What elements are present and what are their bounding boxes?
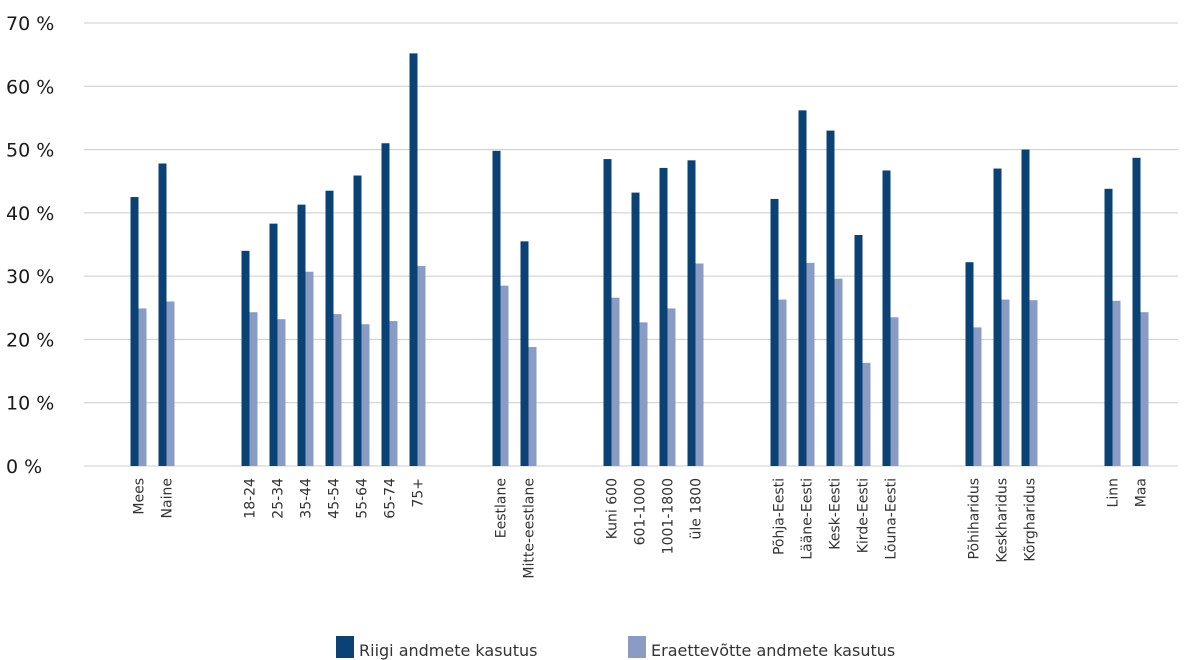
x-tick-label: Kõrgharidus [1023,478,1039,562]
bar-eraettevotte [778,299,787,466]
legend-swatch-series-1 [336,636,354,658]
bar-riigi [631,192,640,466]
legend-swatch-series-2 [628,636,646,658]
x-axis-ticks: Mees Naine 18-24 25-34 35-44 45-54 55-64 65-74 7… [132,478,1150,579]
bar-riigi [1104,188,1113,466]
x-tick-label: 1001-1800 [661,478,677,554]
bar-eraettevotte [333,314,342,466]
bar-riigi [130,197,139,467]
y-tick-label: 70 % [6,13,54,35]
bar-riigi [409,53,418,467]
bar-eraettevotte [528,347,537,466]
x-tick-label: Mees [132,478,148,515]
bar-riigi [353,175,362,467]
bar-riigi [297,204,306,466]
x-tick-label: Keskharidus [995,478,1011,563]
bar-eraettevotte [611,297,620,466]
bar-eraettevotte [890,317,899,466]
bar-riigi [826,130,835,467]
bar-riigi [965,262,974,466]
bar-eraettevotte [973,327,982,466]
bar-eraettevotte [1112,300,1121,466]
x-tick-label: Kirde-Eesti [856,478,872,553]
bar-riigi [659,167,668,466]
bar-riigi [854,235,863,466]
y-tick-label: 50 % [6,140,54,162]
x-tick-label: üle 1800 [689,478,705,539]
bar-eraettevotte [862,362,871,466]
y-tick-label: 40 % [6,203,54,225]
x-tick-label: Eestlane [494,478,510,538]
bar-eraettevotte [695,263,704,466]
bar-eraettevotte [1029,300,1038,466]
bar-riigi [770,198,779,467]
bar-riigi [882,170,891,466]
legend-label-series-1: Riigi andmete kasutus [359,641,537,660]
bar-eraettevotte [1001,299,1010,466]
x-tick-label: Lõuna-Eesti [884,478,900,560]
gridlines [84,22,1178,467]
bar-riigi [798,110,807,466]
legend: Riigi andmete kasutus Eraettevõtte andme… [336,636,895,660]
x-tick-label: Kuni 600 [605,478,621,539]
bar-riigi [241,250,250,466]
bar-eraettevotte [389,321,398,466]
y-axis-ticks: 0 % 10 % 20 % 30 % 40 % 50 % 60 % 70 % [6,13,54,478]
bar-riigi [492,150,501,466]
x-tick-label: Põhja-Eesti [772,478,788,555]
x-tick-label: Lääne-Eesti [800,478,816,560]
bar-eraettevotte [667,308,676,466]
y-tick-label: 30 % [6,266,54,288]
y-tick-label: 60 % [6,76,54,98]
bar-riigi [325,190,334,466]
bar-eraettevotte [1140,312,1149,466]
bar-riigi [520,241,529,466]
x-tick-label: Linn [1106,478,1122,507]
y-tick-label: 0 % [6,456,42,478]
x-tick-label: 18-24 [243,478,259,519]
x-tick-label: 35-44 [299,478,315,519]
bar-eraettevotte [806,262,815,466]
y-tick-label: 10 % [6,393,54,415]
bar-riigi [269,223,278,466]
bar-riigi [1132,157,1141,466]
bar-riigi [993,168,1002,467]
x-tick-label: Kesk-Eesti [828,478,844,550]
y-tick-label: 20 % [6,329,54,351]
legend-label-series-2: Eraettevõtte andmete kasutus [651,641,895,660]
x-tick-label: Maa [1134,478,1150,507]
bar-eraettevotte [277,319,286,466]
x-tick-label: 45-54 [327,478,343,519]
bar-eraettevotte [249,312,258,466]
x-tick-label: Mitte-eestlane [522,478,538,579]
x-tick-label: 55-64 [355,478,371,519]
bar-eraettevotte [500,285,509,466]
bar-riigi [687,160,696,466]
bar-riigi [1021,149,1030,467]
bar-riigi [158,163,167,466]
bar-eraettevotte [361,324,370,466]
x-tick-label: 75+ [411,478,427,508]
bar-riigi [603,159,612,467]
x-tick-label: Põhiharidus [967,478,983,559]
bar-eraettevotte [639,322,648,466]
x-tick-label: 25-34 [271,478,287,519]
x-tick-label: 601-1000 [633,478,649,545]
bar-eraettevotte [138,308,147,466]
bar-riigi [381,143,390,466]
bar-eraettevotte [834,278,843,466]
bar-eraettevotte [166,301,175,466]
x-tick-label: 65-74 [383,478,399,519]
bars [130,53,1149,467]
bar-eraettevotte [305,271,314,466]
bar-eraettevotte [417,266,426,466]
x-tick-label: Naine [160,478,176,518]
